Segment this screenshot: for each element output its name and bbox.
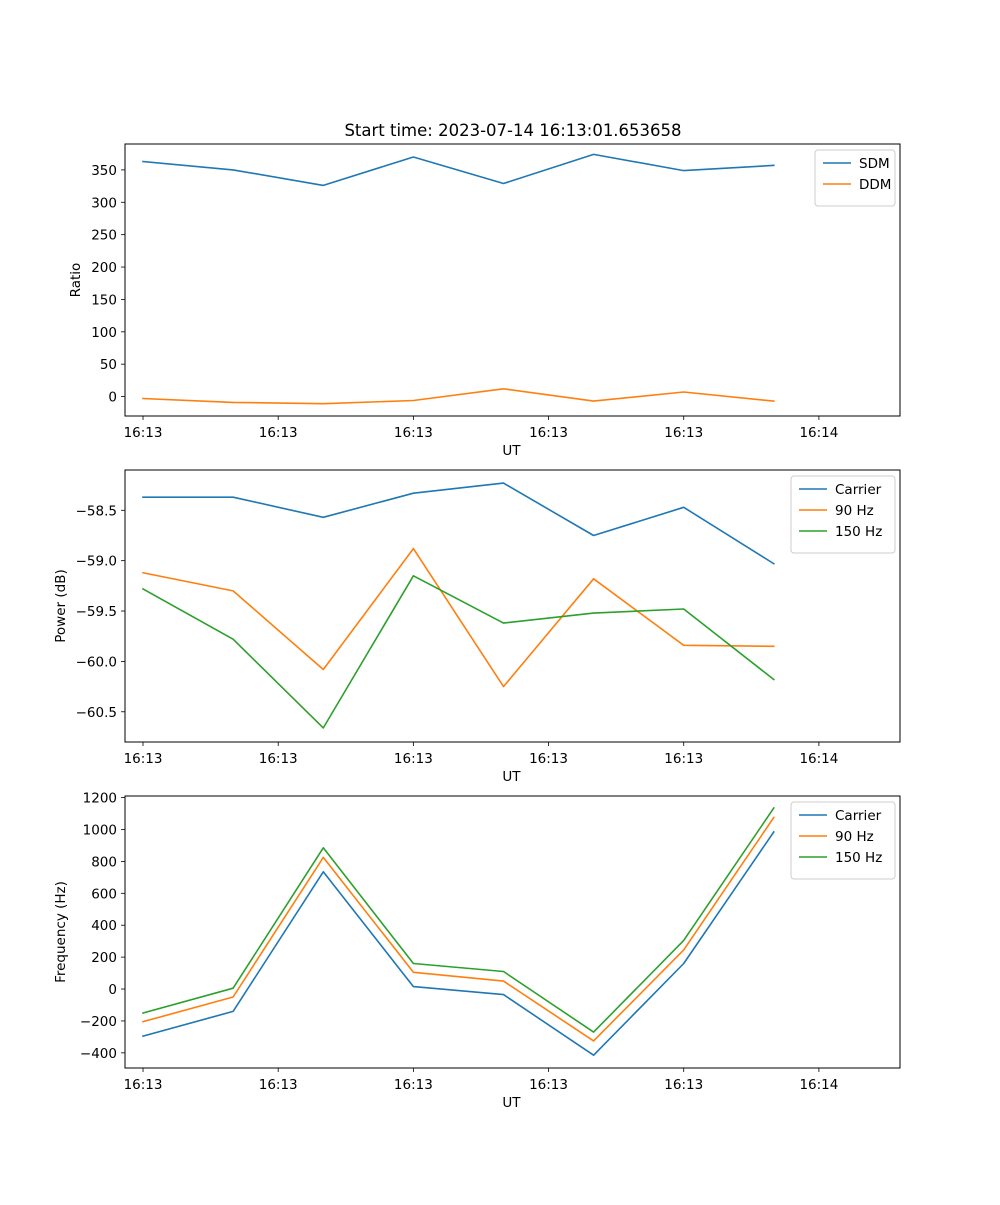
y-tick-label: −60.0 (76, 654, 117, 670)
subplot-1: 16:13 16:13 16:13 16:13 16:13 16:14 0 50 100 150 2… (68, 143, 901, 459)
x-tick-label: 16:13 (259, 425, 298, 441)
y-tick-label: 350 (91, 163, 117, 179)
series-line-ddm (142, 387, 775, 405)
chart-title: Start time: 2023-07-14 16:13:01.653658 (344, 121, 681, 140)
series-line-sdm (142, 153, 775, 187)
y-axis-label: Frequency (Hz) (53, 881, 69, 983)
x-tick-label: 16:13 (664, 425, 703, 441)
legend-label: Carrier (835, 808, 882, 824)
legend: Carrier 90 Hz 150 Hz (790, 475, 896, 554)
x-axis-label: UT (502, 1095, 521, 1111)
y-tick-label: −200 (80, 1014, 117, 1030)
x-tick-label: 16:14 (799, 1077, 838, 1093)
x-tick-label: 16:13 (394, 1077, 433, 1093)
x-tick-label: 16:13 (394, 751, 433, 767)
x-tick-label: 16:13 (529, 751, 568, 767)
y-tick-label: 600 (91, 886, 117, 902)
y-tick-label: −59.5 (76, 604, 117, 620)
y-tick-label: 800 (91, 854, 117, 870)
series-line-carrier (142, 482, 775, 565)
y-tick-label: −400 (80, 1046, 117, 1062)
x-tick-label: 16:13 (529, 1077, 568, 1093)
y-tick-label: 200 (91, 260, 117, 276)
y-tick-label: 50 (100, 357, 117, 373)
subplots: 16:13 16:13 16:13 16:13 16:13 16:14 0 50 100 150 2… (53, 143, 901, 1111)
y-tick-label: −58.5 (76, 503, 117, 519)
y-tick-label: 100 (91, 325, 117, 341)
legend-label: 90 Hz (835, 503, 874, 519)
y-tick-label: 1000 (83, 823, 117, 839)
x-tick-label: 16:14 (799, 751, 838, 767)
series-line-90-hz (142, 816, 775, 1042)
x-tick-label: 16:13 (124, 1077, 163, 1093)
y-tick-label: 0 (108, 390, 117, 406)
x-axis-label: UT (502, 769, 521, 785)
axes-frame (124, 795, 901, 1069)
y-tick-label: 200 (91, 950, 117, 966)
x-tick-label: 16:14 (799, 425, 838, 441)
y-tick-label: 0 (108, 982, 117, 998)
x-tick-label: 16:13 (394, 425, 433, 441)
x-tick-label: 16:13 (529, 425, 568, 441)
y-tick-label: 150 (91, 292, 117, 308)
subplot-2: 16:13 16:13 16:13 16:13 16:13 16:14 −60.5 −60.0… (53, 469, 901, 785)
y-tick-label: −60.5 (76, 705, 117, 721)
y-tick-label: −59.0 (76, 554, 117, 570)
subplot-3: 16:13 16:13 16:13 16:13 16:13 16:14 −400 −200 0 2… (53, 791, 901, 1111)
x-tick-label: 16:13 (124, 751, 163, 767)
legend-label: Carrier (835, 482, 882, 498)
legend-label: 150 Hz (835, 524, 882, 540)
legend-frame (790, 475, 896, 554)
legend-label: SDM (859, 156, 890, 172)
x-tick-label: 16:13 (664, 1077, 703, 1093)
legend-frame (814, 149, 896, 207)
x-tick-label: 16:13 (124, 425, 163, 441)
x-tick-label: 16:13 (259, 751, 298, 767)
axes-frame (124, 469, 901, 743)
legend-frame (790, 801, 896, 880)
y-axis-label: Ratio (68, 263, 84, 298)
y-tick-label: 400 (91, 918, 117, 934)
series-line-carrier (142, 830, 775, 1056)
y-axis-label: Power (dB) (53, 569, 69, 642)
x-axis-label: UT (502, 443, 521, 459)
series-line-150-hz (141, 574, 775, 729)
legend-label: DDM (859, 177, 891, 193)
y-tick-label: 250 (91, 228, 117, 244)
y-tick-label: 1200 (83, 791, 117, 807)
legend: Carrier 90 Hz 150 Hz (790, 801, 896, 880)
series-line-150-hz (142, 806, 775, 1033)
series-line-90-hz (142, 547, 775, 688)
legend-label: 150 Hz (835, 850, 882, 866)
x-tick-label: 16:13 (259, 1077, 298, 1093)
axes-frame (124, 143, 901, 417)
legend: SDM DDM (814, 149, 896, 207)
x-tick-label: 16:13 (664, 751, 703, 767)
y-tick-label: 300 (91, 195, 117, 211)
legend-label: 90 Hz (835, 829, 874, 845)
